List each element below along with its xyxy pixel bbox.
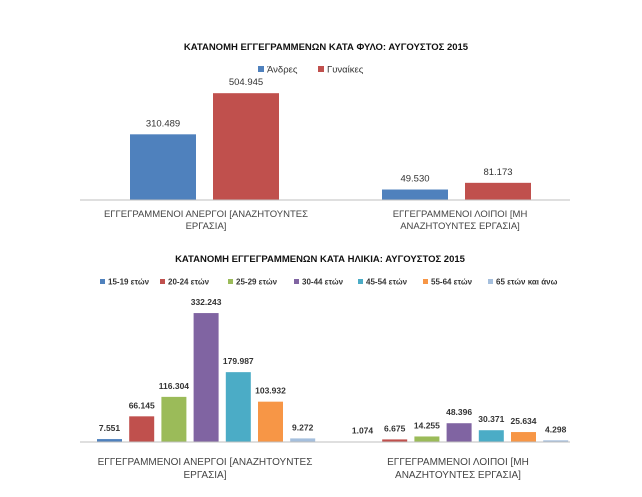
bar xyxy=(478,430,504,442)
data-label: 9.272 xyxy=(292,422,314,432)
legend-label: 55-64 ετών xyxy=(431,278,473,287)
data-label: 14.255 xyxy=(414,420,440,430)
legend-label: 30-44 ετών xyxy=(302,278,344,287)
age-chart-bars: 7.551 66.145 116.304 332.243 179.987 103.932 9… xyxy=(97,297,569,443)
bar xyxy=(193,313,219,442)
gender-chart-categories: ΕΓΓΕΓΡΑΜΜΕΝΟΙ ΑΝΕΡΓΟΙ [ΑΝΑΖΗΤΟΥΝΤΕΣΕΡΓΑΣ… xyxy=(104,209,527,232)
category-label: ΕΓΓΕΓΡΑΜΜΕΝΟΙ ΛΟΙΠΟΙ [ΜΗ xyxy=(393,209,528,220)
legend-label: 15-19 ετών xyxy=(108,278,150,287)
data-label: 116.304 xyxy=(159,381,190,391)
legend-swatch xyxy=(228,279,233,284)
age-chart-title: ΚΑΤΑΝΟΜΗ ΕΓΓΕΓΡΑΜΜΕΝΩΝ ΚΑΤΑ ΗΛΙΚΙΑ: ΑΥΓΟ… xyxy=(175,254,466,265)
gender-chart-legend: Άνδρες Γυναίκες xyxy=(258,65,364,76)
bar xyxy=(543,440,569,442)
data-label: 66.145 xyxy=(129,400,155,410)
category-label: ΕΡΓΑΣΙΑ] xyxy=(183,470,226,481)
bar xyxy=(382,189,448,200)
legend-swatch xyxy=(258,66,264,72)
bar xyxy=(465,182,531,200)
data-label: 30.371 xyxy=(478,414,504,424)
legend-label: Γυναίκες xyxy=(327,65,364,76)
gender-chart-title: ΚΑΤΑΝΟΜΗ ΕΓΓΕΓΡΑΜΜΕΝΩΝ ΚΑΤΑ ΦΥΛΟ: ΑΥΓΟΥΣ… xyxy=(184,42,469,53)
category-label: ΕΓΓΕΓΡΑΜΜΕΝΟΙ ΛΟΙΠΟΙ [ΜΗ xyxy=(387,457,529,468)
legend-swatch xyxy=(488,279,493,284)
legend-swatch xyxy=(423,279,428,284)
legend-swatch xyxy=(294,279,299,284)
category-label: ΑΝΑΖΗΤΟΥΝΤΕΣ ΕΡΓΑΣΙΑ] xyxy=(395,470,521,481)
bar xyxy=(161,396,187,442)
bar xyxy=(446,423,472,442)
legend-label: 65 ετών και άνω xyxy=(496,278,558,287)
age-chart-categories: ΕΓΓΕΓΡΑΜΜΕΝΟΙ ΑΝΕΡΓΟΙ [ΑΝΑΖΗΤΟΥΝΤΕΣ ΕΡΓΑΣ… xyxy=(98,457,529,481)
data-label: 6.675 xyxy=(384,423,406,433)
bar xyxy=(97,439,122,442)
category-label: ΑΝΑΖΗΤΟΥΝΤΕΣ ΕΡΓΑΣΙΑ] xyxy=(400,221,520,232)
data-label: 25.634 xyxy=(511,416,537,426)
data-label: 48.396 xyxy=(446,407,472,417)
age-chart-legend: 15-19 ετών 20-24 ετών 25-29 ετών 30-44 ετών… xyxy=(100,278,558,287)
legend-swatch xyxy=(160,279,165,284)
bar xyxy=(382,439,408,442)
data-label: 103.932 xyxy=(255,386,286,396)
data-label: 7.551 xyxy=(99,423,121,433)
gender-chart: ΚΑΤΑΝΟΜΗ ΕΓΓΕΓΡΑΜΜΕΝΩΝ ΚΑΤΑ ΦΥΛΟ: ΑΥΓΟΥΣ… xyxy=(80,42,570,232)
bar xyxy=(414,436,440,442)
data-label: 1.074 xyxy=(352,426,374,436)
legend-swatch xyxy=(100,279,105,284)
bar xyxy=(290,438,316,442)
data-label: 310.489 xyxy=(146,118,180,129)
legend-label: Άνδρες xyxy=(267,65,298,76)
bar xyxy=(225,372,251,442)
legend-label: 45-54 ετών xyxy=(366,278,408,287)
bar xyxy=(130,134,196,200)
bar xyxy=(258,401,283,442)
category-label: ΕΓΓΕΓΡΑΜΜΕΝΟΙ ΑΝΕΡΓΟΙ [ΑΝΑΖΗΤΟΥΝΤΕΣ xyxy=(104,209,308,220)
legend-swatch xyxy=(318,66,324,72)
age-chart: ΚΑΤΑΝΟΜΗ ΕΓΓΕΓΡΑΜΜΕΝΩΝ ΚΑΤΑ ΗΛΙΚΙΑ: ΑΥΓΟ… xyxy=(80,254,570,481)
gender-chart-bars: 310.489 504.945 49.530 81.173 xyxy=(130,77,531,200)
data-label: 81.173 xyxy=(483,167,512,178)
data-label: 504.945 xyxy=(229,77,263,88)
legend-label: 20-24 ετών xyxy=(168,278,210,287)
data-label: 4.298 xyxy=(545,424,567,434)
data-label: 49.530 xyxy=(400,174,429,185)
category-label: ΕΓΓΕΓΡΑΜΜΕΝΟΙ ΑΝΕΡΓΟΙ [ΑΝΑΖΗΤΟΥΝΤΕΣ xyxy=(98,457,313,468)
category-label: ΕΡΓΑΣΙΑ] xyxy=(186,221,227,232)
bar xyxy=(511,432,536,442)
bar xyxy=(213,93,279,200)
legend-label: 25-29 ετών xyxy=(236,278,278,287)
bar xyxy=(129,416,155,442)
data-label: 332.243 xyxy=(191,297,222,307)
legend-swatch xyxy=(358,279,363,284)
data-label: 179.987 xyxy=(223,356,254,366)
